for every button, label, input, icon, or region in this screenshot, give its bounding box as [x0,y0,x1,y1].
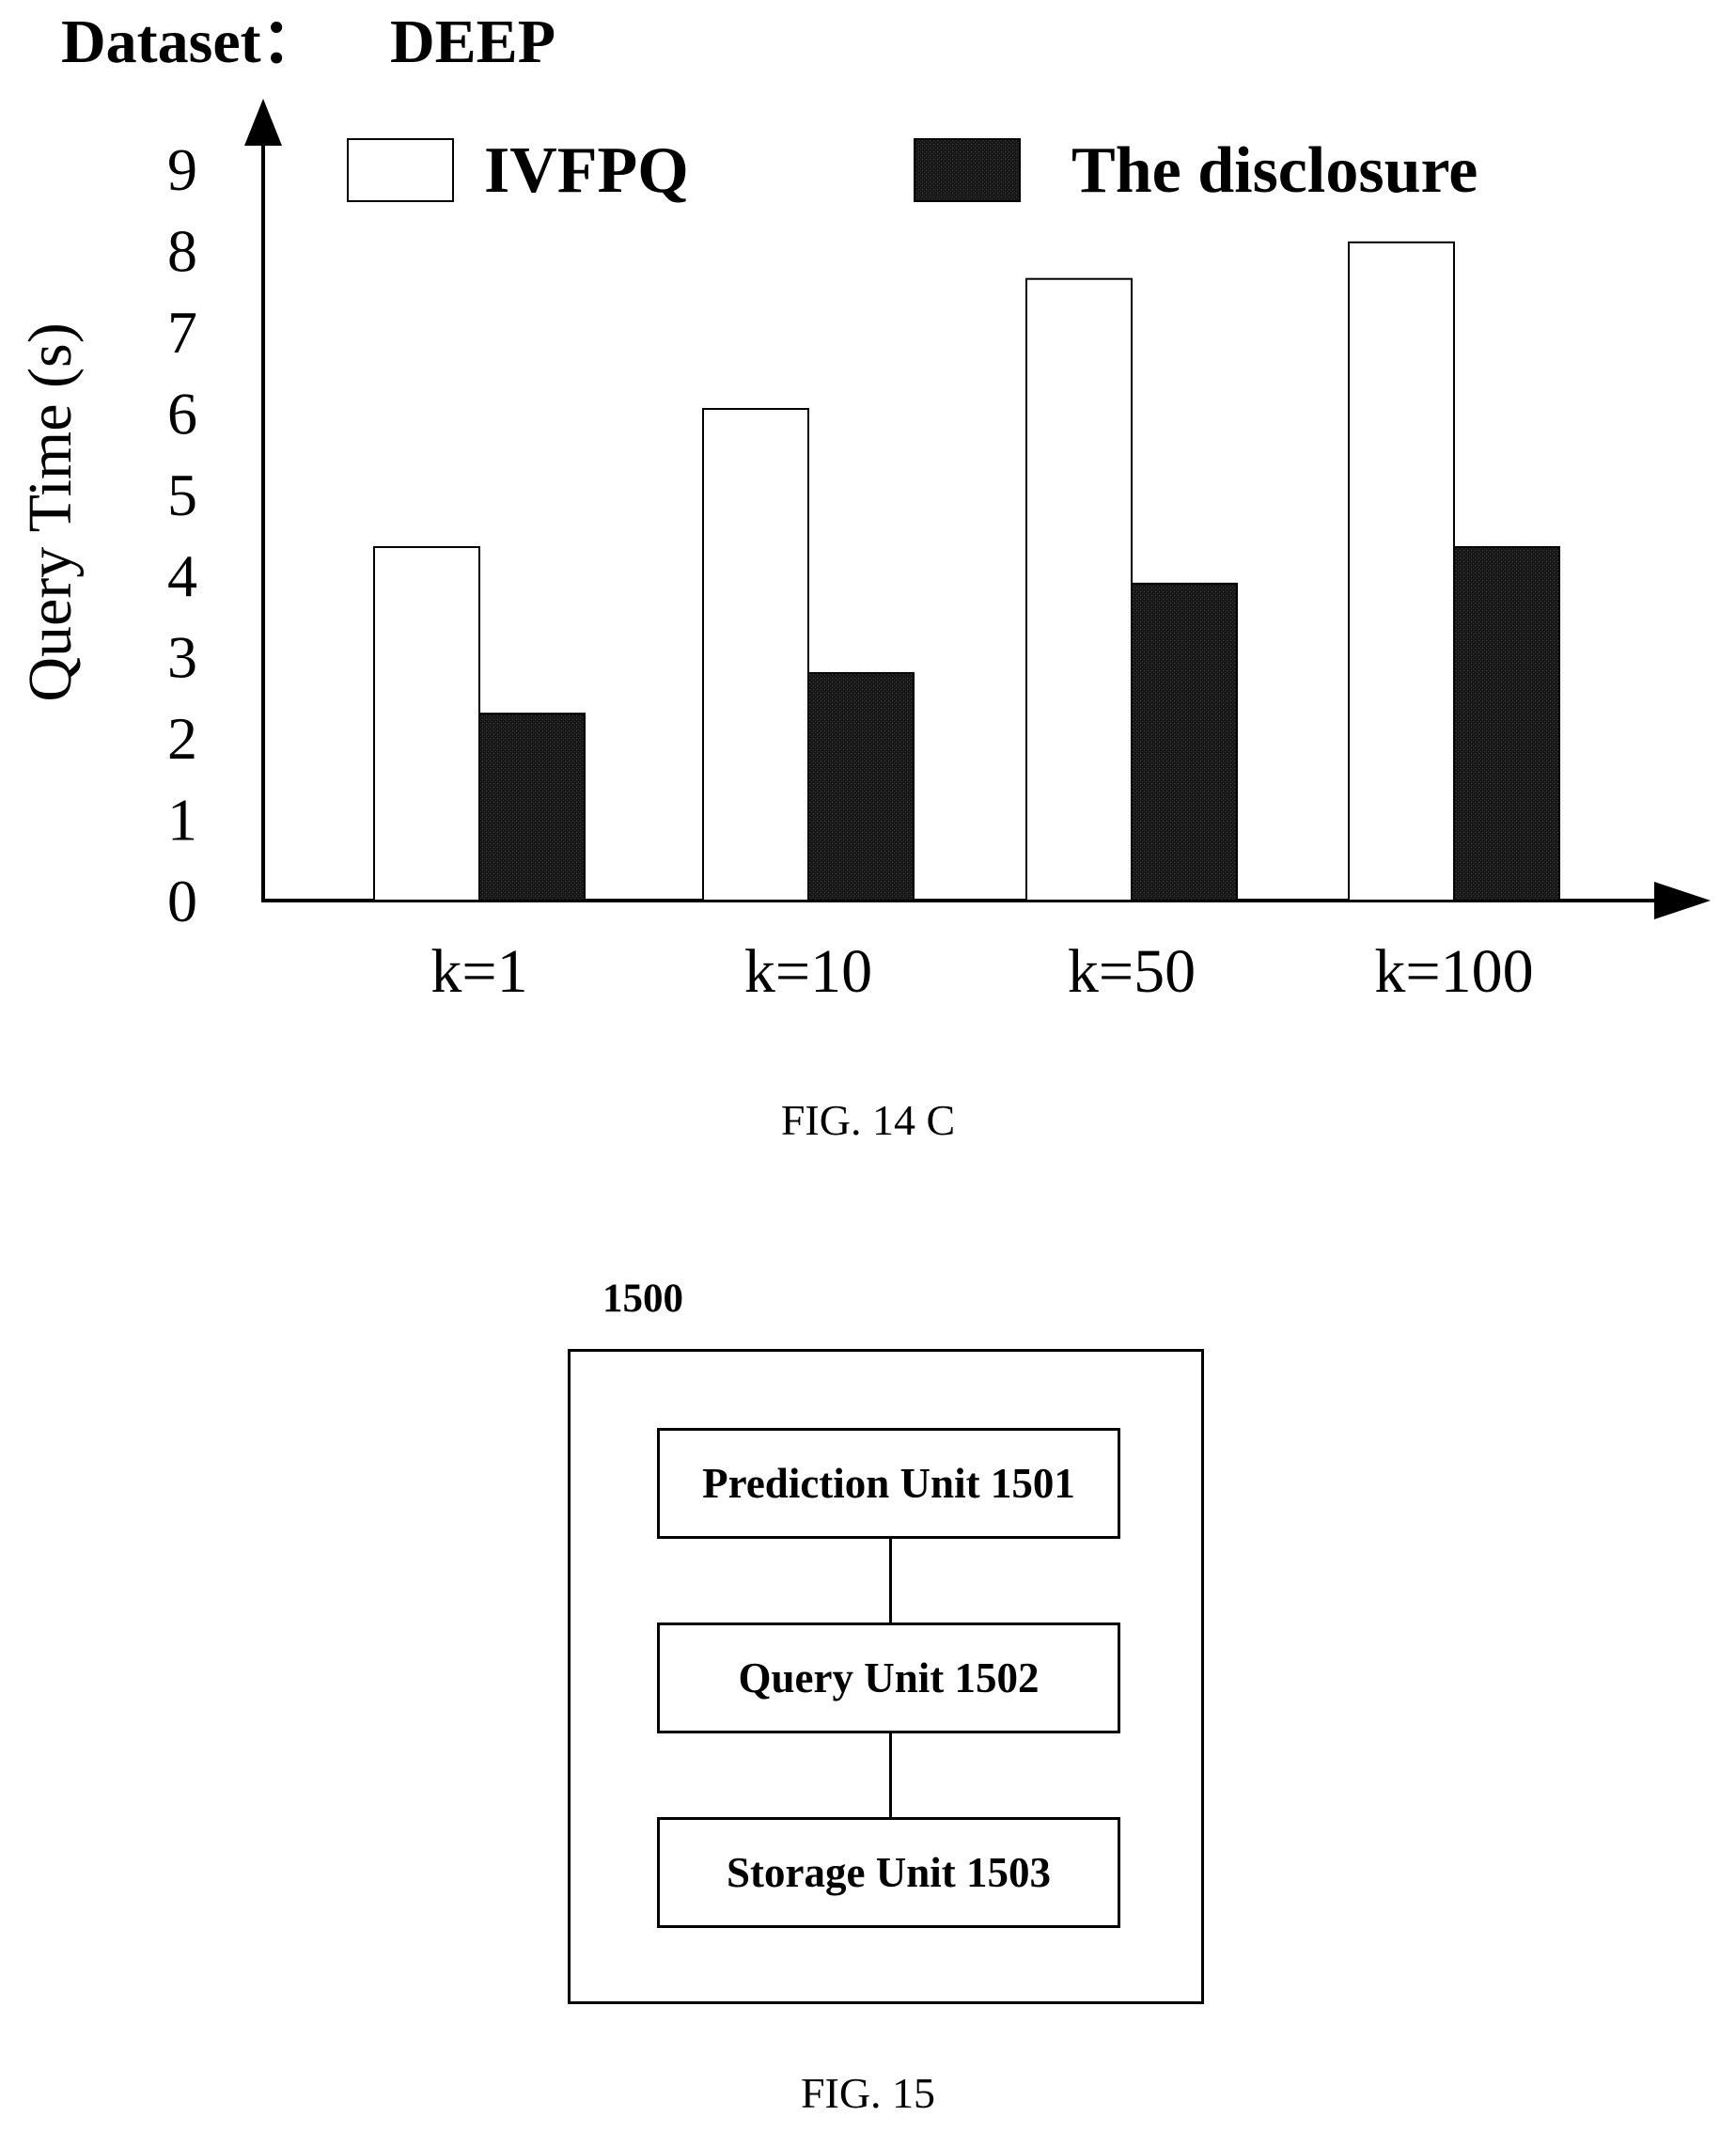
y-tick-label: 7 [167,299,197,366]
y-axis-label: Query Time (s) [16,322,85,701]
y-tick-label: 8 [167,217,197,284]
y-tick-label: 6 [167,380,197,447]
legend-label-ivfpq: IVFPQ [484,134,689,207]
y-tick-label: 9 [167,136,197,203]
bar-ivfpq [702,408,809,901]
y-tick-label: 1 [167,787,197,854]
chart-title-value: DEEP [390,8,555,76]
figure-caption-14c: FIG. 14 C [780,1096,956,1144]
x-tick-label: k=1 [430,937,527,1006]
query-unit-box: Query Unit 1502 [657,1623,1120,1733]
bar-disclosure [807,671,915,902]
y-axis-arrow [244,99,282,146]
system-box [568,1349,1204,2004]
y-tick-label: 0 [167,868,197,934]
legend-swatch-disclosure [914,138,1021,202]
y-tick-label: 2 [167,705,197,772]
system-label: 1500 [602,1277,683,1321]
legend-label-disclosure: The disclosure [1071,134,1478,207]
bar-chart: Dataset： DEEP Query Time (s) 0123456789 … [16,8,1711,1006]
y-tick-label: 5 [167,462,197,528]
bar-disclosure [1131,582,1238,901]
bar-ivfpq [1348,241,1455,901]
bars [373,241,1560,902]
legend-swatch-ivfpq [347,138,454,202]
connector-line [889,1539,892,1623]
y-tick-label: 4 [167,542,197,609]
x-tick-label: k=10 [744,937,872,1006]
x-axis-arrow [1654,882,1711,919]
bar-disclosure [478,713,586,902]
figure-caption-15: FIG. 15 [800,2069,936,2117]
x-tick-label: k=50 [1068,937,1196,1006]
bar-ivfpq [373,545,480,901]
chart-title-label: Dataset： [61,8,323,76]
connector-line [889,1733,892,1817]
storage-unit-box: Storage Unit 1503 [657,1817,1120,1928]
x-tick-labels: k=1 k=10 k=50 k=100 [430,937,1533,1006]
bar-ivfpq [1025,277,1133,901]
prediction-unit-box: Prediction Unit 1501 [657,1428,1120,1539]
y-ticks: 0 1 2 3 4 5 6 7 8 9 [167,136,197,934]
legend: IVFPQ The disclosure [347,134,1478,207]
x-tick-label: k=100 [1374,937,1533,1006]
y-tick-label: 3 [167,624,197,691]
bar-disclosure [1453,545,1560,901]
